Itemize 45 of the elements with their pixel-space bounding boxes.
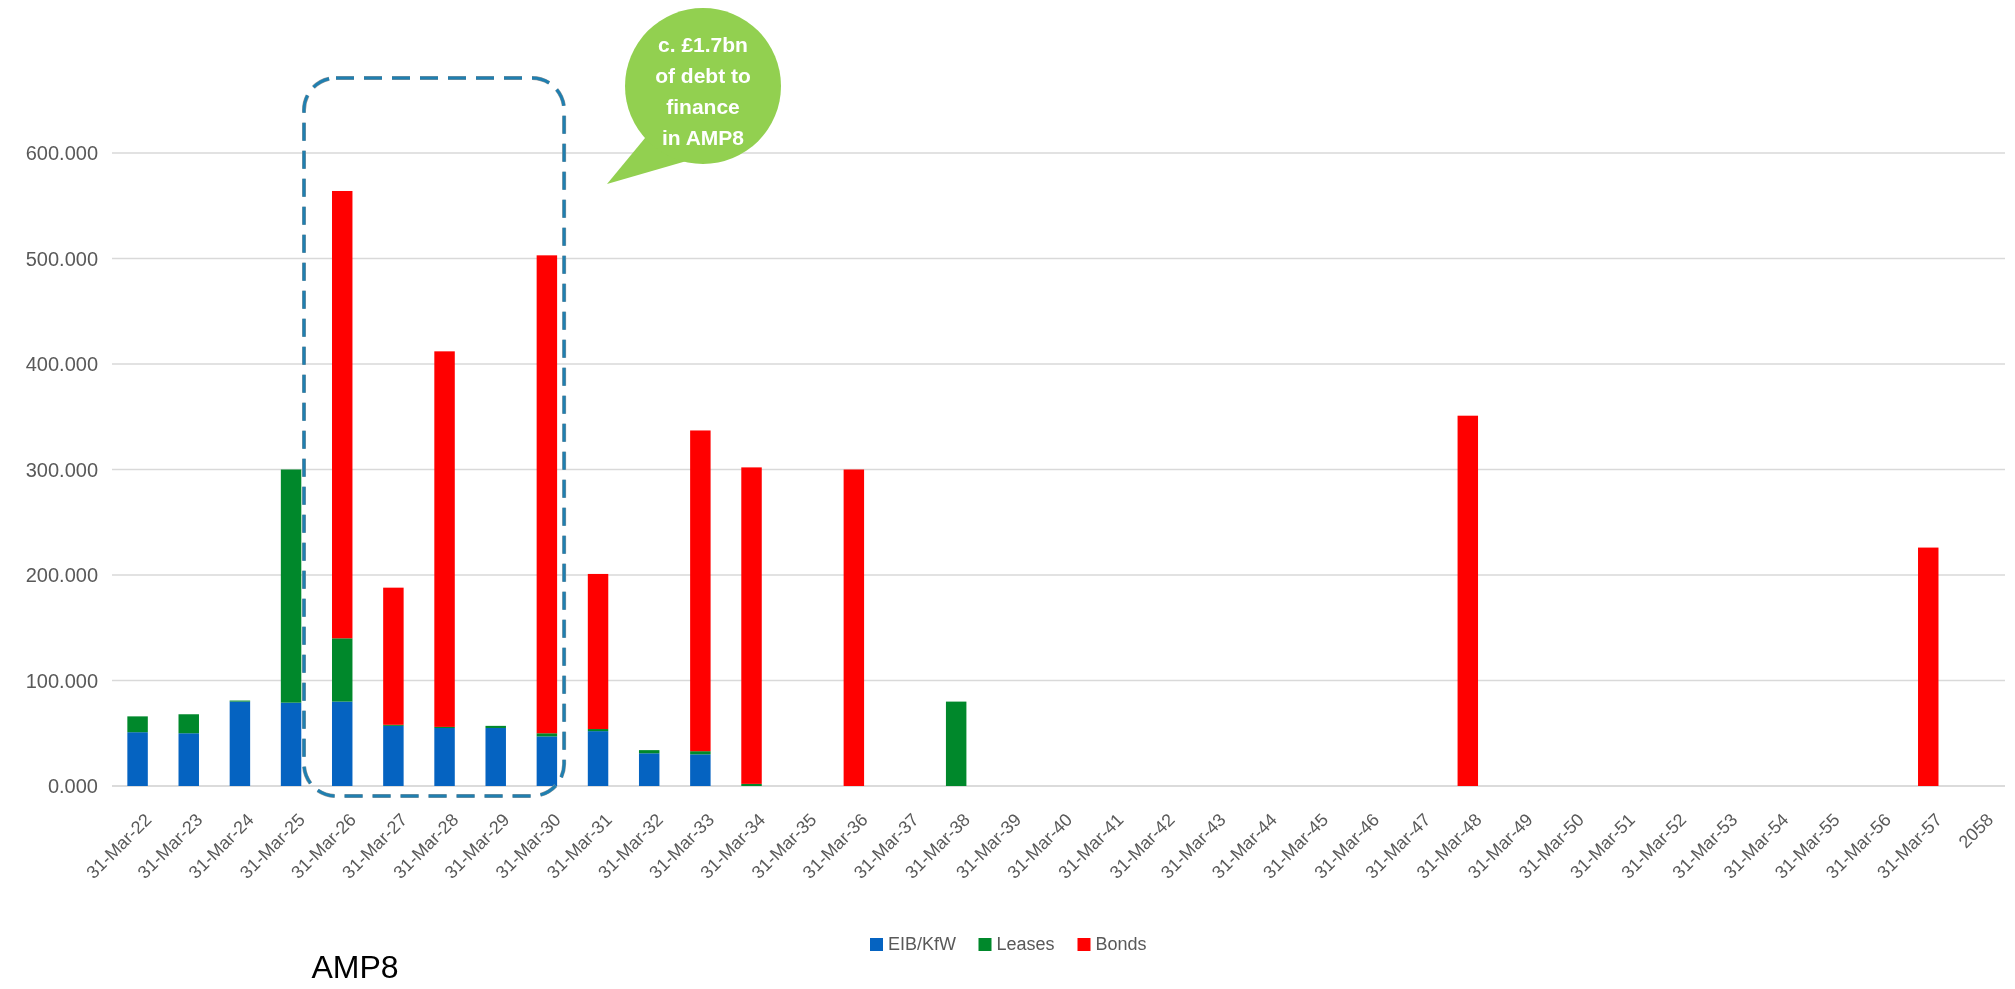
bar bbox=[843, 469, 865, 786]
bar bbox=[741, 467, 762, 784]
bar bbox=[690, 754, 711, 786]
bar bbox=[383, 725, 404, 786]
legend-label: EIB/KfW bbox=[888, 934, 957, 954]
y-tick-label: 500.000 bbox=[25, 247, 98, 270]
bar bbox=[485, 725, 506, 728]
bar bbox=[127, 732, 148, 786]
y-tick-label: 0.000 bbox=[47, 775, 98, 797]
bar bbox=[536, 736, 558, 786]
bar bbox=[332, 701, 353, 786]
y-tick-label: 300.000 bbox=[25, 458, 98, 481]
bar bbox=[536, 255, 558, 734]
legend-label: Bonds bbox=[1095, 934, 1147, 954]
bar bbox=[178, 733, 199, 786]
bar bbox=[332, 638, 353, 702]
bar bbox=[229, 701, 251, 786]
text: c. £1.7bn of debt to finance in AMP8 bbox=[655, 33, 751, 149]
bar bbox=[434, 727, 455, 786]
text: AMP8 bbox=[311, 949, 399, 985]
bar bbox=[638, 753, 660, 786]
bar bbox=[945, 701, 967, 786]
bar bbox=[280, 702, 302, 786]
bar bbox=[587, 729, 609, 732]
bar bbox=[690, 430, 711, 752]
bar bbox=[332, 190, 353, 639]
y-tick-label: 200.000 bbox=[25, 564, 98, 586]
bar bbox=[280, 469, 302, 703]
bar bbox=[638, 750, 660, 754]
bar bbox=[536, 733, 558, 737]
bar bbox=[434, 351, 455, 727]
legend-label: Leases bbox=[996, 934, 1055, 954]
y-tick-label: 100.000 bbox=[25, 669, 98, 692]
bar bbox=[485, 727, 506, 786]
y-tick-label: 600.000 bbox=[25, 142, 98, 164]
bar bbox=[127, 716, 148, 733]
bar bbox=[178, 714, 199, 734]
y-tick-label: 400.000 bbox=[25, 353, 98, 375]
bar bbox=[383, 587, 404, 725]
bar bbox=[690, 751, 711, 755]
bar bbox=[741, 783, 762, 786]
bar bbox=[1457, 415, 1479, 786]
bar bbox=[587, 573, 609, 730]
bar bbox=[1918, 547, 1939, 786]
bar bbox=[587, 731, 609, 786]
